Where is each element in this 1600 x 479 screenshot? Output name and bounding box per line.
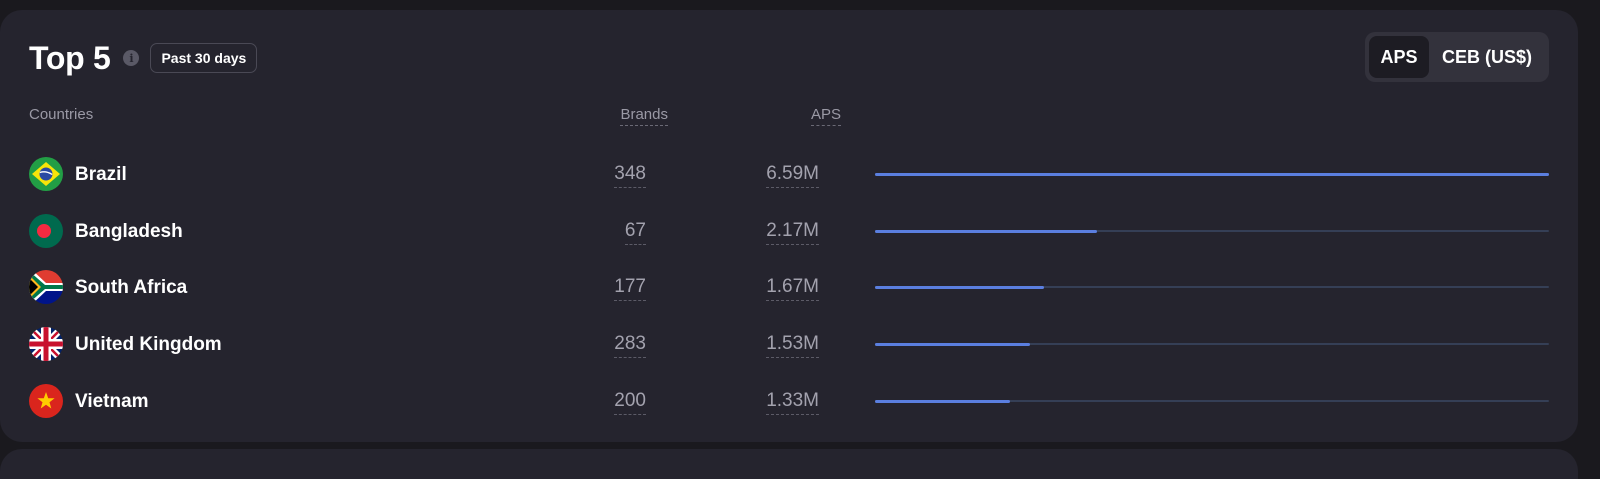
country-name: Vietnam [75, 391, 149, 412]
table-row[interactable]: South Africa 177 1.67M [0, 270, 1578, 310]
aps-value[interactable]: 2.17M [766, 220, 819, 245]
aps-bar-track [875, 285, 1549, 289]
column-header-aps[interactable]: APS [810, 106, 841, 126]
brands-value[interactable]: 177 [614, 276, 646, 301]
aps-bar-track [875, 229, 1549, 233]
aps-bar-fill [875, 399, 1010, 403]
card-title: Top 5 [29, 39, 111, 76]
info-icon[interactable]: i [123, 50, 140, 66]
aps-bar-track [875, 342, 1549, 346]
table-row[interactable]: United Kingdom 283 1.53M [0, 327, 1578, 367]
brands-value[interactable]: 67 [624, 220, 646, 245]
vietnam-flag-icon [29, 384, 63, 418]
column-header-brands[interactable]: Brands [620, 106, 668, 126]
aps-value[interactable]: 6.59M [766, 163, 819, 188]
south-africa-flag-icon [29, 270, 63, 304]
brands-value[interactable]: 283 [614, 333, 646, 358]
country-name: Bangladesh [75, 221, 183, 242]
next-card [0, 449, 1578, 479]
table-row[interactable]: Bangladesh 67 2.17M [0, 214, 1578, 254]
country-name: United Kingdom [75, 334, 222, 355]
country-name: Brazil [75, 164, 127, 185]
metric-toggle: APS CEB (US$) [1365, 32, 1549, 82]
top-countries-card [0, 10, 1578, 442]
table-row[interactable]: Vietnam 200 1.33M [0, 384, 1578, 424]
bangladesh-flag-icon [29, 214, 63, 248]
aps-value[interactable]: 1.33M [766, 390, 819, 415]
aps-value[interactable]: 1.53M [766, 333, 819, 358]
aps-bar-track [875, 172, 1549, 176]
aps-bar-fill [875, 285, 1044, 289]
brands-value[interactable]: 348 [614, 163, 646, 188]
period-badge[interactable]: Past 30 days [150, 43, 258, 73]
table-row[interactable]: Brazil 348 6.59M [0, 157, 1578, 197]
aps-bar-fill [875, 172, 1549, 176]
brands-value[interactable]: 200 [614, 390, 646, 415]
country-name: South Africa [75, 277, 188, 298]
aps-bar-fill [875, 229, 1098, 233]
card-header: Top 5 i Past 30 days [29, 33, 258, 83]
toggle-aps[interactable]: APS [1369, 36, 1429, 78]
aps-value[interactable]: 1.67M [766, 276, 819, 301]
aps-bar-fill [875, 342, 1031, 346]
united-kingdom-flag-icon [29, 327, 63, 361]
column-header-countries: Countries [29, 106, 94, 123]
brazil-flag-icon [29, 157, 63, 191]
aps-bar-track [875, 399, 1549, 403]
toggle-ceb[interactable]: CEB (US$) [1441, 46, 1532, 67]
